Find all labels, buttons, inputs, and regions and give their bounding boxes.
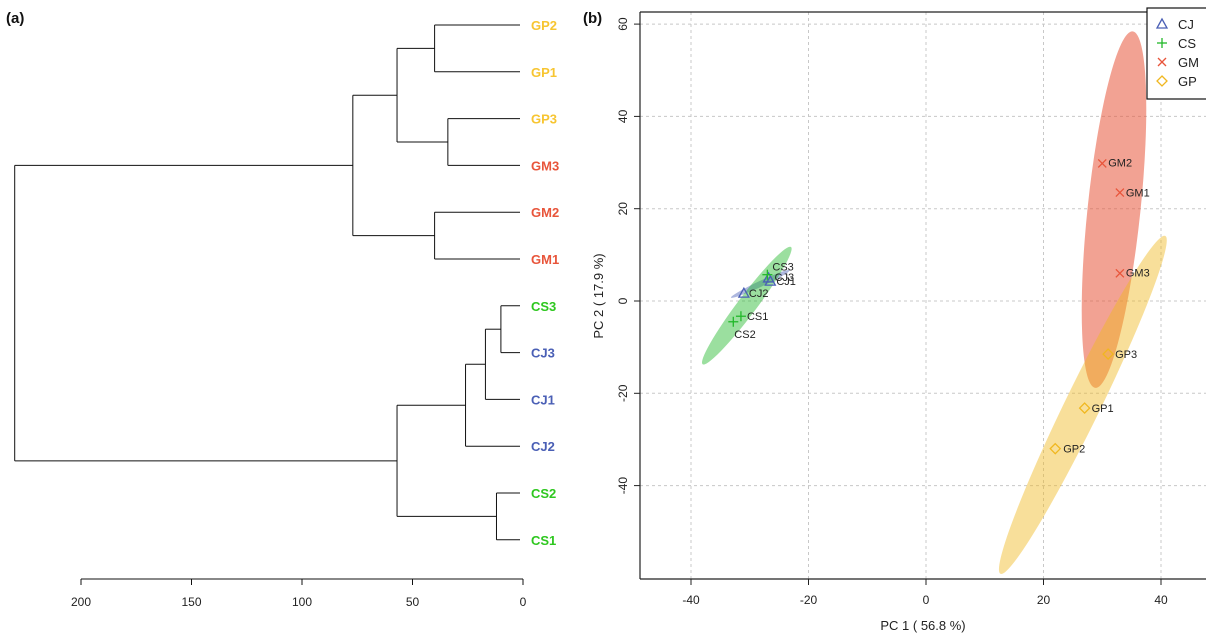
legend-marker-gm [1157,57,1167,67]
grid [640,12,1206,579]
x-tick-label: 100 [292,595,312,609]
x-tick-label: 0 [520,595,527,609]
ellipse-cs [701,246,792,365]
dendrogram: GP2 GP1 GP3 GM3 GM2 GM1 CS3 CJ3 CJ1 CJ2 CS2 CS1 200 1… [14,18,559,609]
leaf-label-gm3: GM3 [531,158,559,173]
point-label-gm2: GM2 [1108,157,1132,169]
point-label-gm1: GM1 [1126,188,1150,200]
point-gm2 [1097,159,1107,168]
leaf-label-gm1: GM1 [531,252,559,267]
point-gp3 [1102,348,1115,360]
y-tick-label: -40 [616,477,630,495]
point-gp1 [1078,402,1091,414]
point-cs1 [735,311,746,322]
y-tick-label: 40 [616,109,630,123]
leaf-label-cs1: CS1 [531,533,556,548]
leaf-label-gp3: GP3 [531,112,557,127]
x-tick-label: 50 [406,595,420,609]
leaf-label-cj3: CJ3 [531,346,555,361]
legend-marker-gp [1156,75,1168,87]
pca-scatter-plot: CJ1 CJ2 CJ3 CS1 CS2 CS3 GM1 GM2 GM3 GP1 GP2 GP3 -40… [591,7,1206,633]
legend-label-cs: CS [1178,36,1196,51]
point-label-cs1: CS1 [747,311,768,323]
legend-label-gm: GM [1178,55,1199,70]
leaf-label-cs2: CS2 [531,486,556,501]
point-label-cj2: CJ2 [749,288,769,300]
legend-label-cj: CJ [1178,17,1194,32]
x-tick-label: 40 [1154,593,1168,607]
point-label-gp2: GP2 [1063,444,1085,456]
y-tick-label: 20 [616,202,630,216]
x-tick-label: -20 [800,593,818,607]
x-tick-label: 0 [923,593,930,607]
point-cj2 [737,286,750,298]
x-tick-label: -40 [682,593,700,607]
leaf-label-cs3: CS3 [531,299,556,314]
data-points: CJ1 CJ2 CJ3 CS1 CS2 CS3 GM1 GM2 GM3 GP1 GP2 GP3 [728,157,1150,456]
point-label-cj1: CJ1 [776,276,796,288]
point-label-cs2: CS2 [734,329,755,341]
legend-box [1146,7,1206,100]
point-gp2 [1049,442,1062,455]
point-label-cs3: CS3 [772,262,793,274]
panel-a-label: (a) [6,10,24,27]
confidence-ellipses [701,31,1167,574]
leaf-label-gp2: GP2 [531,18,557,33]
axes: -40 -20 0 20 40 -40 -20 0 20 40 60 [616,11,1206,607]
point-label-gm3: GM3 [1126,267,1150,279]
legend-marker-cs [1157,38,1167,48]
point-cj3 [762,271,775,283]
point-gm1 [1115,188,1125,198]
leaf-label-cj1: CJ1 [531,392,555,407]
y-axis-label: PC 2 ( 17.9 %) [591,253,606,338]
y-tick-label: 0 [616,297,630,304]
x-tick-label: 20 [1037,593,1051,607]
x-tick-label: 150 [181,595,201,609]
panel-b-label: (b) [583,10,602,27]
leaf-label-cj2: CJ2 [531,439,555,454]
point-cs2 [728,316,739,327]
leaf-label-gp1: GP1 [531,65,557,80]
x-axis-label: PC 1 ( 56.8 %) [880,618,965,633]
leaf-label-gm2: GM2 [531,205,559,220]
point-gm3 [1115,268,1125,278]
point-label-gp1: GP1 [1092,403,1114,415]
point-label-gp3: GP3 [1115,349,1137,361]
legend-marker-cj [1155,17,1169,29]
point-cs3 [762,269,773,280]
legend-label-gp: GP [1178,74,1197,89]
point-label-cj3: CJ3 [775,272,795,284]
x-tick-label: 200 [71,595,91,609]
y-tick-label: -20 [616,384,630,402]
legend: CJ CS GM GP [1146,7,1206,100]
y-tick-label: 60 [616,17,630,31]
ellipse-gm [1081,31,1147,388]
